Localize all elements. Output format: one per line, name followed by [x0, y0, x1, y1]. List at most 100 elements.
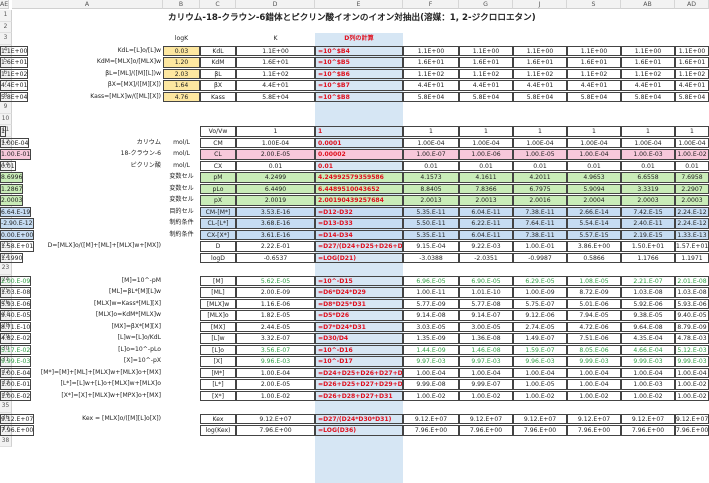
value-cell[interactable]: 1.00.E-04 — [675, 367, 709, 378]
d-value-cell[interactable]: 1.16.E-06 — [236, 298, 315, 309]
value-cell[interactable]: 6.22.E-11 — [459, 218, 513, 229]
symbol-cell[interactable]: [L]w — [200, 333, 236, 344]
value-cell[interactable]: 5.8E+04 — [567, 91, 621, 102]
value-cell[interactable]: 1.00.E-11 — [403, 287, 459, 298]
value-cell[interactable]: 1.03.E-08 — [621, 287, 675, 298]
value-cell[interactable]: 1.00.E-04 — [621, 367, 675, 378]
value-cell[interactable]: 1.59.E-07 — [513, 344, 567, 355]
value-cell[interactable]: 5.9094 — [567, 183, 621, 194]
value-cell[interactable]: 8.8405 — [403, 183, 459, 194]
unit-label[interactable]: 制約条件 — [169, 219, 194, 226]
formula-cell[interactable]: =10^$B5 — [315, 57, 403, 68]
value-cell[interactable]: 1.1E+02 — [0, 68, 29, 79]
constant-label[interactable]: KdM=[MLX]o/[MLX]w — [96, 58, 161, 65]
unit-label[interactable]: 変数セル — [169, 173, 194, 180]
value-cell[interactable]: 8.6996 — [0, 172, 24, 183]
row-label[interactable]: D=[MLX]o/([M]+[ML]+[MLX]w+[MX]) — [47, 242, 161, 249]
value-cell[interactable]: 9.12.E+07 — [403, 413, 459, 424]
value-cell[interactable]: 0.01 — [0, 160, 16, 171]
symbol-cell[interactable]: [M*] — [200, 367, 236, 378]
value-cell[interactable]: 1.00E-04 — [513, 137, 567, 148]
d-value-cell[interactable]: 3.32.E-07 — [236, 333, 315, 344]
value-cell[interactable]: 5.35.E-11 — [403, 206, 459, 217]
value-cell[interactable]: 4.4E+01 — [513, 80, 567, 91]
value-cell[interactable]: -0.9987 — [513, 252, 567, 263]
d-value-cell[interactable]: 2.00.E-09 — [236, 287, 315, 298]
value-cell[interactable]: 0.00.E+00 — [0, 229, 35, 240]
symbol-cell[interactable]: [MX] — [200, 321, 236, 332]
row-label[interactable]: [L*]=[L]w+[L]o+[MLX]w+[MLX]o — [60, 380, 161, 387]
d-value-cell[interactable]: -0.6537 — [236, 252, 315, 263]
symbol-cell[interactable]: Vo/Vw — [200, 126, 236, 137]
value-cell[interactable]: 1.00.E-01 — [0, 149, 32, 160]
value-cell[interactable]: 4.4E+01 — [675, 80, 709, 91]
value-cell[interactable]: 3.3319 — [621, 183, 675, 194]
value-cell[interactable]: 5.77.E-09 — [403, 298, 459, 309]
column-header[interactable]: G — [459, 0, 513, 9]
d-value-cell[interactable]: 3.56.E-07 — [236, 344, 315, 355]
value-cell[interactable]: 1.58.E+01 — [0, 241, 35, 252]
value-cell[interactable]: 6.04.E-11 — [459, 229, 513, 240]
value-cell[interactable]: 1.1766 — [621, 252, 675, 263]
value-cell[interactable]: 1 — [403, 126, 459, 137]
value-cell[interactable]: 1.1E+02 — [403, 68, 459, 79]
formula-cell[interactable]: =D12-D32 — [315, 206, 403, 217]
value-cell[interactable]: 7.51.E-06 — [567, 333, 621, 344]
row-label[interactable]: [X]=10^-pX — [123, 357, 161, 364]
value-cell[interactable]: 1 — [0, 126, 6, 137]
value-cell[interactable]: 1.1990 — [0, 252, 24, 263]
value-cell[interactable]: 1.00.E-02 — [567, 390, 621, 401]
value-cell[interactable]: 1.00.E-04 — [459, 367, 513, 378]
symbol-cell[interactable]: [L]o — [200, 344, 236, 355]
value-cell[interactable]: 8.79.E-09 — [675, 321, 709, 332]
formula-cell[interactable]: =D14-D34 — [315, 229, 403, 240]
value-cell[interactable]: 4.35.E-04 — [621, 333, 675, 344]
value-cell[interactable]: 9.64.E-08 — [621, 321, 675, 332]
value-cell[interactable]: 1.00E-04 — [403, 137, 459, 148]
row-header[interactable]: 9 — [0, 102, 12, 114]
formula-cell[interactable]: =D7*D24*D31 — [315, 321, 403, 332]
value-cell[interactable]: 1.00.E-04 — [567, 379, 621, 390]
value-cell[interactable]: 7.6958 — [675, 172, 709, 183]
value-cell[interactable]: 7.96.E+00 — [621, 425, 675, 436]
value-cell[interactable]: 7.96.E+00 — [675, 425, 709, 436]
value-cell[interactable]: 9.99.E-03 — [621, 356, 675, 367]
value-cell[interactable]: 1.49.E-07 — [513, 333, 567, 344]
value-cell[interactable]: 9.97.E-03 — [403, 356, 459, 367]
value-cell[interactable]: 5.8E+04 — [513, 91, 567, 102]
value-cell[interactable]: 1.00.E-02 — [675, 390, 709, 401]
value-cell[interactable]: 6.90.E-05 — [459, 275, 513, 286]
formula-cell[interactable]: =D13-D33 — [315, 218, 403, 229]
row-header[interactable]: 2 — [0, 21, 12, 33]
symbol-cell[interactable]: logD — [200, 252, 236, 263]
value-cell[interactable]: 9.99.E-03 — [567, 356, 621, 367]
column-header[interactable]: D — [236, 0, 315, 9]
value-cell[interactable]: 9.99.E-08 — [403, 379, 459, 390]
formula-cell[interactable]: =10^$B7 — [315, 80, 403, 91]
k-label-cell[interactable]: KdL — [200, 45, 236, 56]
formula-cell[interactable]: =10^$B6 — [315, 68, 403, 79]
column-header[interactable]: AD — [675, 0, 709, 9]
value-cell[interactable]: 5.17.E-02 — [0, 344, 32, 355]
value-cell[interactable]: 4.4E+01 — [403, 80, 459, 91]
value-cell[interactable]: 9.12.E+07 — [513, 413, 567, 424]
value-cell[interactable]: 1.1E+02 — [621, 68, 675, 79]
value-cell[interactable]: 2.21.E-07 — [621, 275, 675, 286]
value-cell[interactable]: 5.93.E-06 — [0, 298, 32, 309]
formula-cell[interactable]: =D27/(D24+D25+D26+D28) — [315, 241, 403, 252]
value-cell[interactable]: 2.0003 — [0, 195, 24, 206]
value-cell[interactable]: 1.00.E-04 — [0, 367, 32, 378]
value-cell[interactable]: 2.24.E-12 — [675, 206, 709, 217]
symbol-cell[interactable]: pLo — [200, 183, 236, 194]
d-value-cell[interactable]: 2.0019 — [236, 195, 315, 206]
value-cell[interactable]: 1.00E-04 — [459, 137, 513, 148]
symbol-cell[interactable]: [MLX]w — [200, 298, 236, 309]
column-header[interactable]: F — [403, 0, 459, 9]
value-cell[interactable]: -2.90.E-12 — [0, 218, 34, 229]
row-header[interactable]: 1 — [0, 10, 12, 22]
value-cell[interactable]: 1.6E+01 — [621, 57, 675, 68]
value-cell[interactable]: 1.6E+01 — [459, 57, 513, 68]
k-label-cell[interactable]: βL — [200, 68, 236, 79]
d-value-cell[interactable]: 2.44.E-05 — [236, 321, 315, 332]
value-cell[interactable]: -3.0388 — [403, 252, 459, 263]
